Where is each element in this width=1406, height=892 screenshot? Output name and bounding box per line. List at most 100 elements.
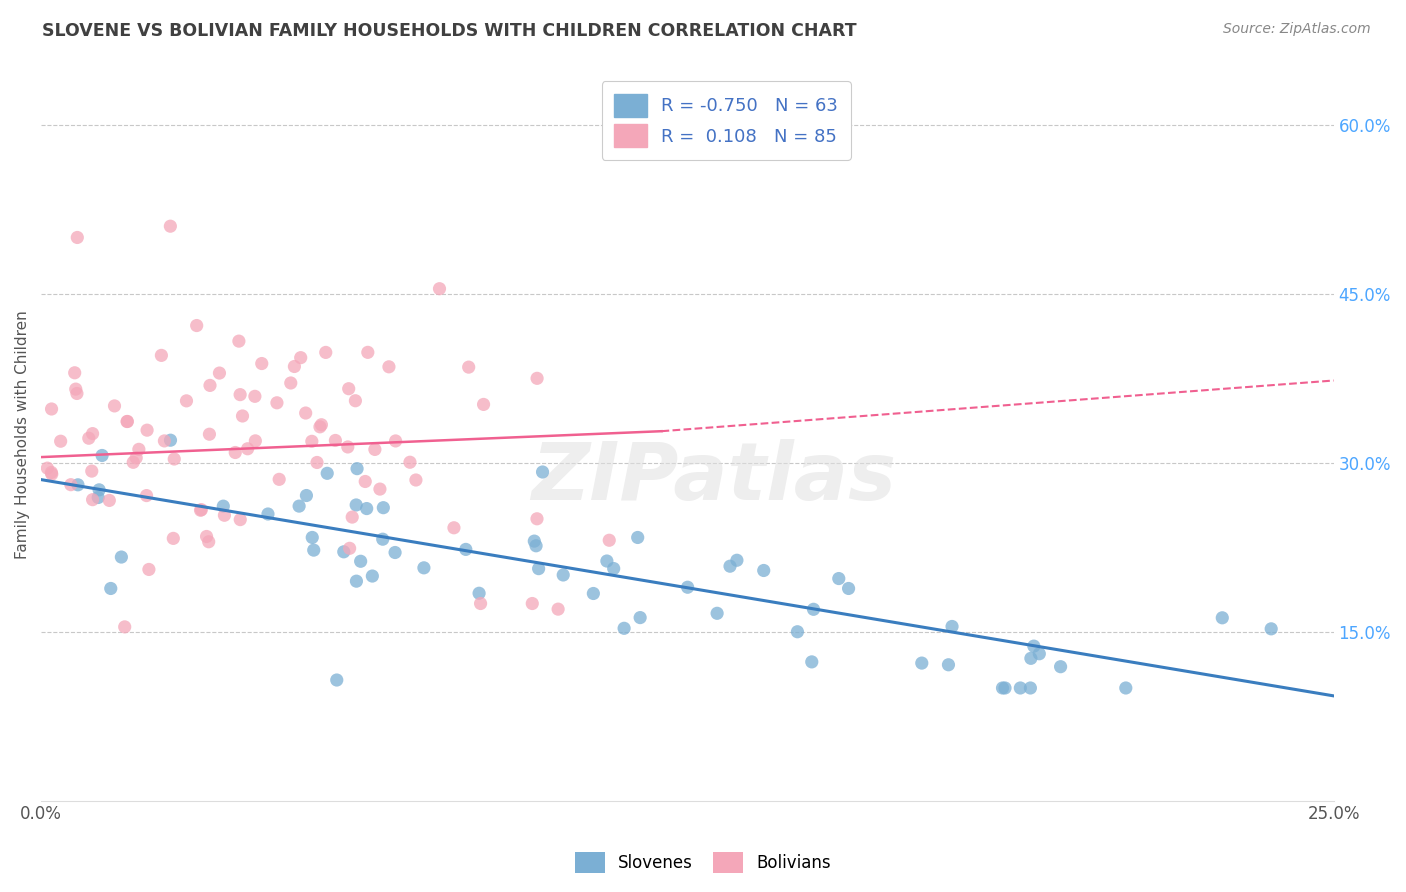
Point <box>522 597 544 611</box>
Text: ZIPatlas: ZIPatlas <box>530 440 896 517</box>
Point <box>911 656 934 670</box>
Point <box>361 569 384 583</box>
Point <box>159 433 181 447</box>
Point <box>125 450 148 465</box>
Point <box>41 402 63 417</box>
Point <box>229 513 252 527</box>
Point <box>346 461 368 475</box>
Point <box>429 282 451 296</box>
Point <box>1022 639 1045 653</box>
Point <box>828 572 851 586</box>
Point <box>344 498 367 512</box>
Point <box>472 397 495 411</box>
Point <box>991 681 1014 695</box>
Point <box>354 475 377 489</box>
Point <box>598 533 620 548</box>
Point <box>786 624 808 639</box>
Point <box>676 580 699 594</box>
Point <box>295 489 318 503</box>
Point <box>135 489 157 503</box>
Point <box>994 681 1017 695</box>
Point <box>524 539 547 553</box>
Point <box>198 378 221 392</box>
Point <box>413 561 436 575</box>
Point <box>526 512 548 526</box>
Point <box>197 534 219 549</box>
Point <box>257 507 280 521</box>
Point <box>368 482 391 496</box>
Point <box>531 465 554 479</box>
Point <box>1019 651 1042 665</box>
Point <box>117 414 139 428</box>
Point <box>346 574 368 589</box>
Point <box>186 318 208 333</box>
Point <box>138 562 160 576</box>
Point <box>1260 622 1282 636</box>
Point <box>1010 681 1032 695</box>
Point <box>468 586 491 600</box>
Point <box>91 449 114 463</box>
Point <box>339 541 361 556</box>
Point <box>103 399 125 413</box>
Point <box>470 597 492 611</box>
Point <box>128 442 150 457</box>
Point <box>405 473 427 487</box>
Point <box>41 466 63 480</box>
Point <box>305 455 328 469</box>
Point <box>153 434 176 448</box>
Point <box>627 531 650 545</box>
Point <box>150 348 173 362</box>
Point <box>37 461 59 475</box>
Point <box>399 455 422 469</box>
Point <box>243 389 266 403</box>
Point <box>302 543 325 558</box>
Point <box>838 582 860 596</box>
Point <box>66 230 89 244</box>
Point <box>582 586 605 600</box>
Point <box>384 434 406 448</box>
Point <box>1049 659 1071 673</box>
Point <box>356 501 378 516</box>
Legend: Slovenes, Bolivians: Slovenes, Bolivians <box>568 846 838 880</box>
Point <box>87 491 110 505</box>
Point <box>941 619 963 633</box>
Point <box>63 366 86 380</box>
Point <box>290 351 312 365</box>
Point <box>41 467 63 482</box>
Point <box>311 417 333 432</box>
Point <box>163 452 186 467</box>
Point <box>65 382 87 396</box>
Point <box>89 483 111 497</box>
Point <box>110 549 132 564</box>
Point <box>283 359 305 374</box>
Point <box>309 420 332 434</box>
Text: Source: ZipAtlas.com: Source: ZipAtlas.com <box>1223 22 1371 37</box>
Point <box>59 477 82 491</box>
Point <box>938 657 960 672</box>
Point <box>336 440 359 454</box>
Point <box>357 345 380 359</box>
Point <box>325 434 347 448</box>
Point <box>115 415 138 429</box>
Point <box>82 426 104 441</box>
Point <box>706 607 728 621</box>
Point <box>294 406 316 420</box>
Point <box>280 376 302 390</box>
Point <box>718 559 741 574</box>
Point <box>198 427 221 442</box>
Point <box>190 502 212 516</box>
Point <box>602 561 624 575</box>
Point <box>378 359 401 374</box>
Text: SLOVENE VS BOLIVIAN FAMILY HOUSEHOLDS WITH CHILDREN CORRELATION CHART: SLOVENE VS BOLIVIAN FAMILY HOUSEHOLDS WI… <box>42 22 856 40</box>
Legend: R = -0.750   N = 63, R =  0.108   N = 85: R = -0.750 N = 63, R = 0.108 N = 85 <box>602 81 851 160</box>
Point <box>342 510 364 524</box>
Point <box>373 500 395 515</box>
Point <box>364 442 387 457</box>
Point <box>98 493 121 508</box>
Point <box>725 553 748 567</box>
Point <box>526 371 548 385</box>
Point <box>176 393 198 408</box>
Point <box>195 529 218 543</box>
Point <box>326 673 349 687</box>
Point <box>803 602 825 616</box>
